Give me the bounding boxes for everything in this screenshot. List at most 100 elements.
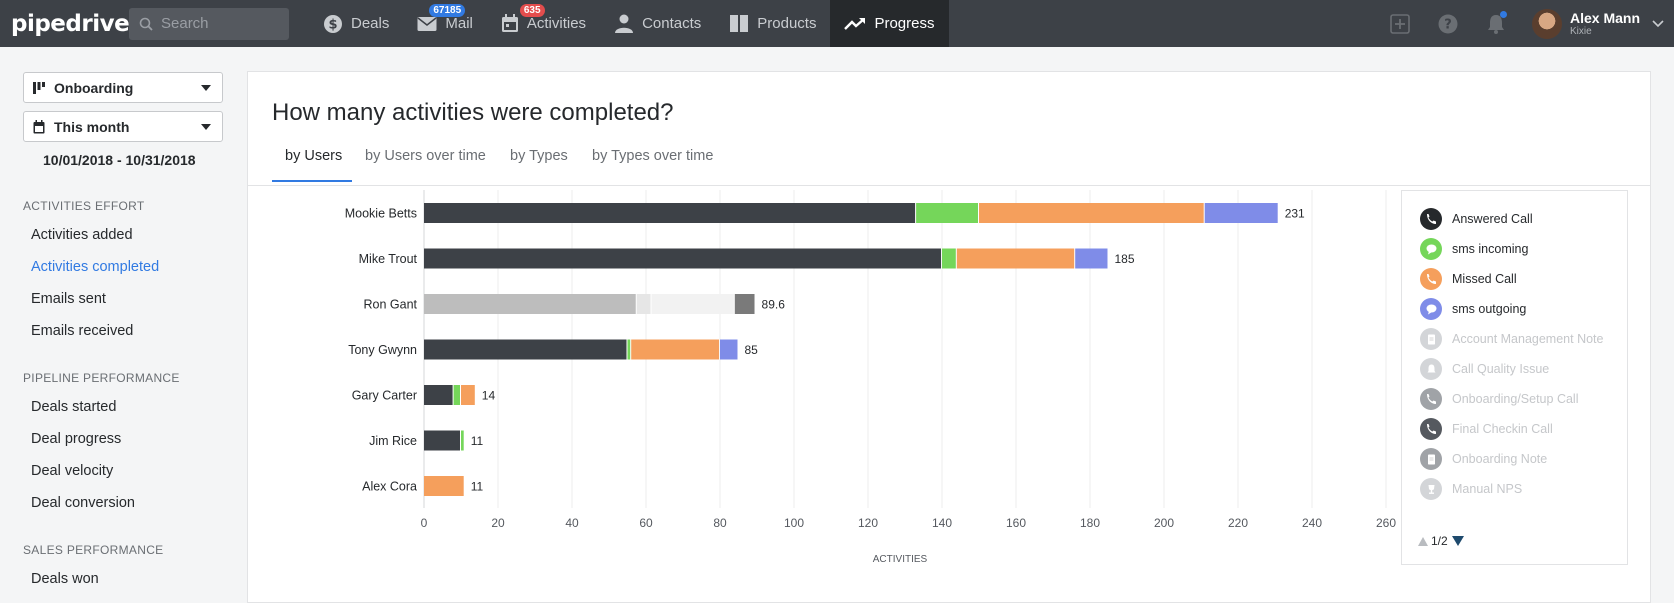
user-menu[interactable]: Alex Mann Kixie (1570, 10, 1640, 37)
bar-segment[interactable] (979, 203, 1204, 223)
bar-segment[interactable] (461, 430, 464, 451)
bar-total-label: 11 (471, 480, 484, 494)
notifications-button[interactable] (1472, 0, 1520, 47)
legend-prev-icon[interactable] (1418, 536, 1428, 546)
sidebar-item-emails-received[interactable]: Emails received (31, 323, 134, 339)
box-icon (729, 14, 749, 33)
bar-segment[interactable] (916, 203, 978, 223)
x-tick-label: 200 (1154, 516, 1174, 530)
x-tick-label: 260 (1376, 516, 1396, 530)
period-select[interactable]: This month (23, 111, 223, 142)
x-tick-label: 140 (932, 516, 952, 530)
legend-item[interactable]: sms outgoing (1420, 298, 1526, 320)
tab-by-users[interactable]: by Users (285, 148, 343, 164)
bar-segment[interactable] (942, 248, 956, 269)
chevron-down-icon[interactable] (1652, 19, 1664, 28)
nav-mail-label: Mail (445, 15, 473, 32)
legend-next-icon[interactable] (1451, 536, 1464, 546)
bar-segment[interactable] (636, 294, 651, 314)
bar-segment[interactable] (453, 385, 460, 405)
sidebar-item-deal-progress[interactable]: Deal progress (31, 431, 122, 447)
nav-products[interactable]: Products (715, 0, 830, 47)
legend-item[interactable]: Missed Call (1420, 268, 1517, 290)
bell-icon (1420, 358, 1442, 380)
legend-item[interactable]: Answered Call (1420, 208, 1533, 230)
user-name: Alex Mann (1569, 10, 1640, 26)
bar-total-label: 185 (1115, 252, 1135, 266)
bar-segment[interactable] (631, 339, 719, 360)
bar-segment[interactable] (424, 248, 941, 269)
bar-segment[interactable] (424, 339, 627, 360)
sidebar-item-deal-velocity[interactable]: Deal velocity (31, 463, 114, 479)
bar-segment[interactable] (424, 203, 916, 223)
x-tick-label: 20 (491, 516, 505, 530)
mail-count-badge: 67185 (429, 4, 466, 17)
person-icon (614, 14, 634, 33)
bar-segment[interactable] (627, 339, 631, 360)
dollar-icon: $ (323, 14, 343, 34)
nav-deals-label: Deals (351, 15, 390, 32)
bar-segment[interactable] (651, 294, 734, 314)
category-label: Mookie Betts (345, 207, 417, 221)
nav-activities-label: Activities (526, 15, 587, 32)
pipeline-select[interactable]: Onboarding (23, 72, 223, 103)
date-range: 10/01/2018 - 10/31/2018 (43, 152, 196, 168)
svg-text:?: ? (1444, 17, 1452, 32)
svg-text:$: $ (328, 17, 337, 32)
nav-activities[interactable]: Activities 635 (487, 0, 600, 47)
sidebar-item-activities-added[interactable]: Activities added (31, 227, 133, 243)
trophy-icon (1420, 478, 1442, 500)
legend-item[interactable]: Call Quality Issue (1420, 358, 1549, 380)
sidebar-item-deals-won[interactable]: Deals won (31, 571, 99, 587)
pipedrive-logo[interactable]: pipedrive (11, 10, 130, 37)
bar-segment[interactable] (424, 430, 460, 451)
nav-contacts[interactable]: Contacts (600, 0, 715, 47)
nav-deals[interactable]: $ Deals (309, 0, 403, 47)
nav-progress[interactable]: Progress (830, 0, 949, 47)
category-label: Mike Trout (359, 252, 418, 266)
pipeline-select-value: Onboarding (54, 79, 134, 96)
help-button[interactable]: ? (1424, 0, 1472, 47)
tab-by-users-over-time[interactable]: by Users over time (365, 148, 486, 164)
sidebar: Onboarding This month 10/01/2018 - 10/31… (0, 47, 246, 603)
legend-item-label: Manual NPS (1452, 482, 1523, 496)
bar-segment[interactable] (424, 385, 453, 405)
x-tick-label: 0 (421, 516, 428, 530)
legend-item[interactable]: Manual NPS (1420, 478, 1522, 500)
bar-segment[interactable] (424, 476, 464, 496)
bar-segment[interactable] (734, 294, 755, 314)
search-input[interactable]: Search (129, 7, 289, 40)
tab-by-types[interactable]: by Types (510, 148, 568, 164)
sidebar-item-deal-conversion[interactable]: Deal conversion (31, 495, 135, 511)
legend-item[interactable]: Account Management Note (1420, 328, 1603, 350)
bar-total-label: 231 (1285, 207, 1305, 221)
active-tab-indicator (272, 180, 352, 182)
sidebar-item-activities-completed[interactable]: Activities completed (31, 259, 160, 275)
legend-item[interactable]: Final Checkin Call (1420, 418, 1553, 440)
bar-segment[interactable] (424, 294, 636, 314)
bar-segment[interactable] (956, 248, 1075, 269)
legend-item[interactable]: Onboarding/Setup Call (1420, 388, 1578, 410)
tab-by-types-over-time[interactable]: by Types over time (592, 148, 714, 164)
nav-mail[interactable]: Mail 67185 (403, 0, 487, 47)
note-icon (1420, 328, 1442, 350)
bar-segment[interactable] (1204, 203, 1278, 223)
note-icon (1420, 448, 1442, 470)
legend-item-label: Call Quality Issue (1452, 362, 1550, 376)
trend-icon (844, 17, 866, 31)
legend-item-label: Account Management Note (1452, 332, 1604, 346)
avatar[interactable] (1531, 8, 1562, 39)
activities-count-badge: 635 (519, 4, 545, 17)
sidebar-item-emails-sent[interactable]: Emails sent (31, 291, 106, 307)
quick-add-button[interactable] (1376, 0, 1424, 47)
bar-segment[interactable] (1075, 248, 1108, 269)
chat-icon (1420, 298, 1442, 320)
bar-segment[interactable] (461, 385, 475, 405)
legend-item[interactable]: Onboarding Note (1420, 448, 1547, 470)
sidebar-item-deals-started[interactable]: Deals started (31, 399, 117, 415)
search-icon (139, 17, 153, 31)
legend-page: 1/2 (1431, 534, 1448, 548)
top-navigation-bar: pipedrive Search $ Deals Mail 67185 Acti… (0, 0, 1674, 47)
bar-segment[interactable] (720, 339, 738, 360)
legend-item[interactable]: sms incoming (1420, 238, 1528, 260)
